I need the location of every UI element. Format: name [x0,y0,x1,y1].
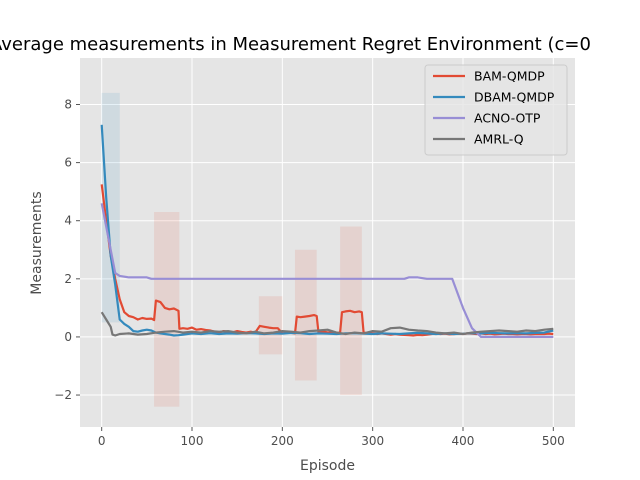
y-tick-label: 0 [64,330,72,344]
y-axis-ticks: −2 0 2 4 6 8 [54,97,80,402]
x-tick-label: 200 [271,434,294,448]
legend-box [424,64,568,156]
x-tick-label: 300 [361,434,384,448]
series-line [100,311,554,337]
legend: BAM-QMDP DBAM-QMDP ACNO-OTP AMRL-Q [424,64,568,156]
y-axis-label: Measurements [29,191,45,294]
confidence-band [258,296,283,355]
x-axis-ticks: 0 100 200 300 400 500 [98,427,565,448]
legend-label: AMRL-Q [474,132,524,147]
y-tick-label: −2 [54,388,72,402]
series-lines [100,124,554,338]
y-tick-label: 6 [64,156,72,170]
legend-label: DBAM-QMDP [474,90,555,105]
y-tick-label: 4 [64,214,72,228]
series-line [100,203,554,338]
x-tick-label: 400 [452,434,475,448]
legend-label: ACNO-OTP [474,111,541,126]
chart-title: Average measurements in Measurement Regr… [0,34,591,55]
x-tick-label: 100 [181,434,204,448]
confidence-band [101,92,120,323]
y-tick-label: 2 [64,272,72,286]
legend-label: BAM-QMDP [474,69,545,84]
confidence-band [294,249,317,381]
y-tick-label: 8 [64,97,72,111]
x-axis-label: Episode [300,458,355,474]
x-tick-label: 500 [542,434,565,448]
x-tick-label: 0 [98,434,106,448]
